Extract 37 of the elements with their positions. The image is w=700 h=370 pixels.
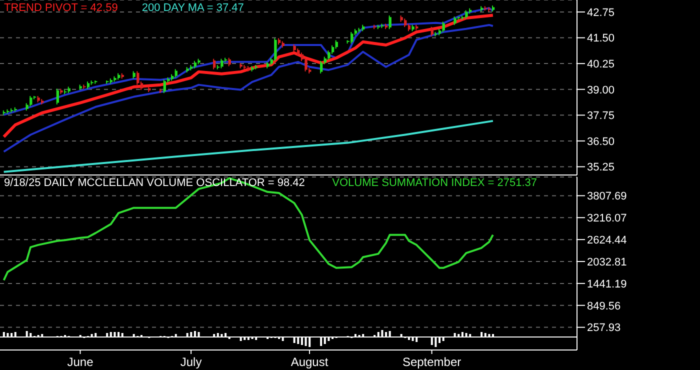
text: VOLUME SUMMATION INDEX = 2751.37 bbox=[332, 177, 537, 189]
x-tick-label: July bbox=[180, 355, 202, 369]
line-series bbox=[2, 177, 494, 282]
y-tick-label: 2624.44 bbox=[587, 234, 627, 246]
candlestick bbox=[350, 31, 354, 44]
candlestick bbox=[320, 60, 323, 74]
y-tick-label: 39.00 bbox=[587, 84, 615, 96]
candlestick bbox=[304, 57, 308, 72]
y-tick-label: 3807.69 bbox=[587, 190, 627, 203]
y-tick-label: 3216.07 bbox=[587, 212, 627, 225]
text: TREND PIVOT = 42.59 bbox=[4, 2, 118, 14]
candlestick bbox=[56, 88, 60, 105]
candlestick bbox=[220, 58, 224, 69]
candlestick bbox=[213, 58, 216, 70]
candlestick bbox=[388, 14, 392, 30]
x-tick-label: August bbox=[290, 355, 329, 369]
line-series bbox=[2, 14, 494, 138]
y-tick-label: 41.50 bbox=[587, 32, 615, 45]
x-tick-label: June bbox=[67, 355, 94, 369]
line-series bbox=[2, 24, 494, 153]
candlestick bbox=[442, 21, 445, 33]
x-tick-label: September bbox=[402, 355, 462, 369]
y-tick-label: 42.75 bbox=[587, 6, 615, 19]
y-tick-label: 849.56 bbox=[587, 300, 621, 312]
candlestick bbox=[430, 26, 434, 37]
y-tick-label: 2032.81 bbox=[587, 256, 627, 268]
candlestick bbox=[274, 38, 277, 62]
candlestick bbox=[163, 78, 166, 94]
y-tick-label: 40.25 bbox=[587, 58, 615, 70]
y-tick-label: 36.50 bbox=[587, 136, 615, 148]
line-series bbox=[2, 120, 494, 173]
y-tick-label: 35.25 bbox=[587, 162, 615, 174]
candlestick bbox=[30, 95, 32, 107]
text: 200 DAY MA = 37.47 bbox=[142, 2, 244, 14]
y-tick-label: 257.93 bbox=[587, 322, 621, 334]
y-tick-label: 1441.19 bbox=[587, 278, 627, 290]
y-tick-label: 37.75 bbox=[587, 110, 615, 122]
